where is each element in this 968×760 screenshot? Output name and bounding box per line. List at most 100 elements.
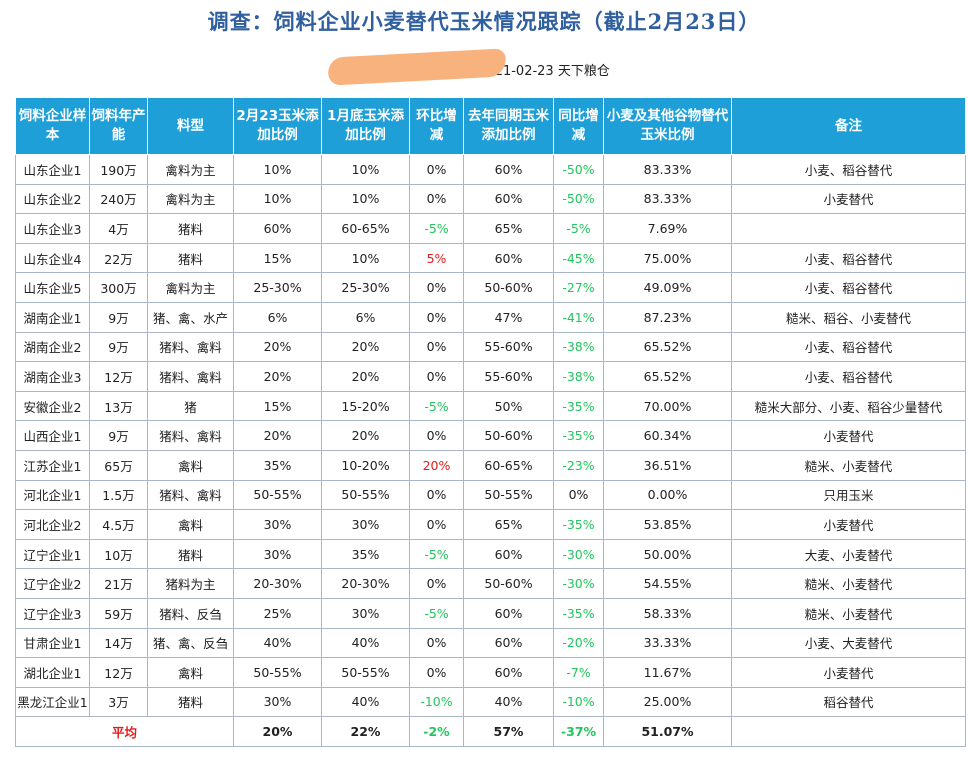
- table-cell: 稻谷替代: [731, 686, 966, 718]
- table-cell: 300万: [89, 272, 148, 303]
- table-cell: 猪: [147, 390, 234, 422]
- table-cell: 55-60%: [463, 361, 554, 392]
- header-cell: 2月23玉米添加比例: [233, 97, 322, 155]
- table-cell: 0%: [409, 479, 464, 511]
- table-cell: -10%: [553, 686, 604, 718]
- table-cell: 60%: [463, 597, 554, 629]
- table-cell: 猪料: [147, 686, 234, 718]
- table-cell: 小麦替代: [731, 657, 966, 688]
- table-cell: 50-55%: [321, 657, 410, 688]
- table-cell: 20%: [321, 361, 410, 392]
- table-cell: 10%: [321, 154, 410, 185]
- table-cell: 70.00%: [603, 390, 732, 422]
- table-row: 河北企业1 1.5万 猪料、禽料 50-55% 50-55% 0% 50-55% 0% 0.00…: [15, 479, 966, 511]
- table-cell: 30%: [233, 686, 322, 718]
- table-cell: 小麦、稻谷替代: [731, 154, 966, 185]
- table-cell: 30%: [321, 509, 410, 540]
- table-cell: 甘肃企业1: [15, 627, 90, 659]
- table-cell: 小麦替代: [731, 420, 966, 451]
- table-cell: 65.52%: [603, 331, 732, 363]
- average-cell: 22%: [321, 716, 410, 748]
- table-cell: 山东企业2: [15, 183, 90, 215]
- table-cell: 小麦、稻谷替代: [731, 331, 966, 363]
- table-cell: 15-20%: [321, 390, 410, 422]
- table-cell: 4.5万: [89, 509, 148, 540]
- table-cell: 12万: [89, 361, 148, 392]
- table-cell: 河北企业2: [15, 509, 90, 540]
- table-cell: 9万: [89, 301, 148, 333]
- table-cell: 0%: [409, 568, 464, 599]
- table-cell: 14万: [89, 627, 148, 659]
- table-cell: 小麦替代: [731, 183, 966, 215]
- table-cell: 75.00%: [603, 242, 732, 274]
- table-cell: 湖南企业1: [15, 301, 90, 333]
- table-cell: 49.09%: [603, 272, 732, 303]
- table-cell: 3万: [89, 686, 148, 718]
- table-cell: 0%: [409, 272, 464, 303]
- table-cell: 10%: [233, 154, 322, 185]
- table-cell: -30%: [553, 568, 604, 599]
- table-cell: 10%: [321, 242, 410, 274]
- table-cell: 240万: [89, 183, 148, 215]
- table-cell: -23%: [553, 449, 604, 481]
- table-cell: 山东企业1: [15, 154, 90, 185]
- table-cell: -35%: [553, 390, 604, 422]
- table-cell: 30%: [233, 538, 322, 570]
- header-cell: 小麦及其他谷物替代玉米比例: [603, 97, 732, 155]
- table-row: 山东企业2 240万 禽料为主 10% 10% 0% 60% -50% 83.33% 小麦替代: [15, 183, 966, 215]
- table-cell: 黑龙江企业1: [15, 686, 90, 718]
- table-cell: 60%: [463, 183, 554, 215]
- table-cell: -38%: [553, 361, 604, 392]
- table-cell: 猪、禽、反刍: [147, 627, 234, 659]
- table-cell: 25%: [233, 597, 322, 629]
- table-cell: -20%: [553, 627, 604, 659]
- table-cell: 山西企业1: [15, 420, 90, 451]
- table-cell: 糙米大部分、小麦、稻谷少量替代: [731, 390, 966, 422]
- table-row: 黑龙江企业1 3万 猪料 30% 40% -10% 40% -10% 25.00% 稻谷替代: [15, 686, 966, 718]
- source-text: 2021-02-23 天下粮仓: [478, 64, 610, 79]
- table-cell: 9万: [89, 420, 148, 451]
- table-cell: 糙米、小麦替代: [731, 597, 966, 629]
- table-cell: 20%: [233, 331, 322, 363]
- table-cell: -5%: [409, 538, 464, 570]
- table-cell: 猪料、禽料: [147, 361, 234, 392]
- table-row: 湖南企业3 12万 猪料、禽料 20% 20% 0% 55-60% -38% 65.52% 小麦、…: [15, 361, 966, 392]
- table-cell: 猪料: [147, 213, 234, 244]
- table-cell: 50-60%: [463, 420, 554, 451]
- average-cell: -37%: [553, 716, 604, 748]
- table-cell: 20-30%: [233, 568, 322, 599]
- table-row: 江苏企业1 65万 禽料 35% 10-20% 20% 60-65% -23% 36.51% 糙米…: [15, 449, 966, 481]
- table-cell: 20%: [233, 361, 322, 392]
- table-cell: 山东企业3: [15, 213, 90, 244]
- table-cell: 大麦、小麦替代: [731, 538, 966, 570]
- table-cell: 20-30%: [321, 568, 410, 599]
- table-cell: 30%: [321, 597, 410, 629]
- table-cell: 4万: [89, 213, 148, 244]
- table-cell: 10%: [321, 183, 410, 215]
- table-cell: -30%: [553, 538, 604, 570]
- table-cell: 60%: [463, 242, 554, 274]
- header-row: 饲料企业样本 饲料年产能 料型 2月23玉米添加比例 1月底玉米添加比例 环比增…: [15, 97, 966, 155]
- table-cell: 禽料为主: [147, 154, 234, 185]
- table-cell: -50%: [553, 183, 604, 215]
- table-cell: -7%: [553, 657, 604, 688]
- table-cell: 25-30%: [233, 272, 322, 303]
- table-cell: 10-20%: [321, 449, 410, 481]
- table-row: 甘肃企业1 14万 猪、禽、反刍 40% 40% 0% 60% -20% 33.33% 小麦、大麦…: [15, 627, 966, 659]
- table-cell: -5%: [409, 390, 464, 422]
- table-cell: 40%: [233, 627, 322, 659]
- header-cell: 备注: [731, 97, 966, 155]
- table-cell: 20%: [321, 331, 410, 363]
- table-cell: 9万: [89, 331, 148, 363]
- table-cell: 小麦、大麦替代: [731, 627, 966, 659]
- table-cell: 12万: [89, 657, 148, 688]
- table-cell: 10万: [89, 538, 148, 570]
- table-cell: 0%: [409, 420, 464, 451]
- table-cell: 60%: [463, 627, 554, 659]
- table-cell: 猪料: [147, 242, 234, 274]
- table-cell: 54.55%: [603, 568, 732, 599]
- table-cell: 小麦、稻谷替代: [731, 361, 966, 392]
- table-cell: 50-55%: [463, 479, 554, 511]
- table-cell: 湖南企业3: [15, 361, 90, 392]
- average-cell: 20%: [233, 716, 322, 748]
